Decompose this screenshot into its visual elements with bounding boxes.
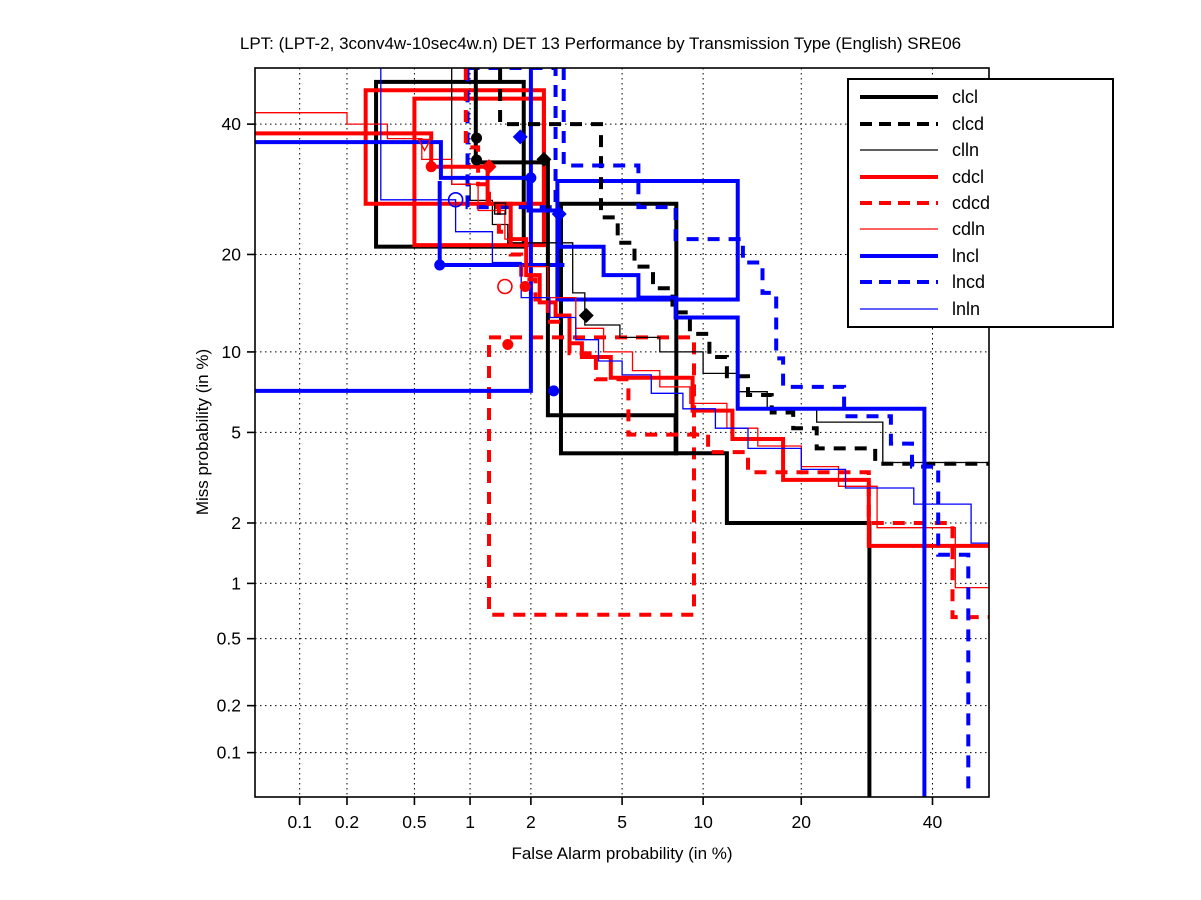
dcf-crosshair — [255, 68, 533, 393]
marker-diamond — [481, 159, 497, 175]
chart-title: LPT: (LPT-2, 3conv4w-10sec4w.n) DET 13 P… — [239, 34, 962, 53]
det-curve-clcd — [498, 68, 989, 466]
tick-marks — [247, 123, 934, 805]
legend-label: cdln — [952, 219, 986, 240]
legend-label: cdcd — [952, 192, 991, 213]
curves-group — [255, 68, 989, 797]
det-curve-lncl — [255, 140, 927, 797]
legend-label: lnln — [952, 298, 981, 319]
svg-text:1: 1 — [465, 812, 475, 832]
legend-item-cdln: cdln — [858, 216, 1112, 242]
svg-text:0.5: 0.5 — [402, 812, 426, 832]
svg-text:10: 10 — [693, 812, 713, 832]
legend-label: clln — [952, 140, 980, 161]
svg-text:0.2: 0.2 — [335, 812, 359, 832]
svg-text:2: 2 — [526, 812, 536, 832]
marker-open-triangle — [417, 138, 432, 152]
svg-text:5: 5 — [231, 422, 241, 442]
legend-line-sample — [858, 87, 940, 107]
legend-item-lncd: lncd — [858, 269, 1112, 295]
svg-text:20: 20 — [222, 244, 242, 264]
dcf-box — [412, 96, 546, 248]
svg-text:5: 5 — [617, 812, 627, 832]
marker-open-circle — [497, 278, 513, 295]
dcf-markers — [417, 129, 594, 397]
det-curve-lnln — [380, 68, 989, 544]
legend-label: lncd — [952, 272, 986, 293]
svg-text:40: 40 — [222, 114, 242, 134]
marker-diamond — [551, 206, 567, 222]
legend-item-clcd: clcd — [858, 111, 1112, 137]
legend-line-sample — [858, 272, 940, 292]
marker-circle — [434, 259, 446, 271]
marker-circle — [471, 154, 483, 166]
det-curve-lncd — [561, 68, 971, 797]
marker-diamond — [578, 307, 594, 323]
legend-line-sample — [858, 246, 940, 266]
legend-item-cdcl: cdcl — [858, 164, 1112, 190]
svg-text:10: 10 — [222, 342, 242, 362]
legend-item-clcl: clcl — [858, 84, 1112, 110]
svg-text:20: 20 — [792, 812, 812, 832]
svg-text:2: 2 — [231, 513, 241, 533]
legend-label: cdcl — [952, 166, 985, 187]
marker-diamond — [536, 151, 552, 167]
legend-line-sample — [858, 114, 940, 134]
legend-label: clcl — [952, 87, 978, 108]
svg-text:0.1: 0.1 — [288, 812, 312, 832]
svg-text:0.1: 0.1 — [217, 743, 241, 763]
x-axis-label: False Alarm probability (in %) — [511, 844, 733, 863]
marker-diamond — [512, 129, 528, 145]
svg-text:40: 40 — [923, 812, 943, 832]
legend-line-sample — [858, 219, 940, 239]
dcf-box — [558, 201, 679, 456]
marker-open-circle — [447, 191, 464, 208]
marker-circle — [525, 172, 537, 184]
legend: clcl clcd clln cdcl cdcd cdln lncl lncd — [847, 78, 1114, 328]
marker-circle — [502, 339, 514, 351]
svg-text:1: 1 — [231, 573, 241, 593]
svg-text:0.5: 0.5 — [217, 629, 241, 649]
y-axis-label: Miss probability (in %) — [193, 348, 212, 516]
tick-labels: 0.1 0.2 0.5 1 2 5 10 20 40 0.1 0.2 0.5 1 2 5 10 20 40 — [217, 114, 943, 832]
legend-item-lncl: lncl — [858, 243, 1112, 269]
det-curve-cdln — [255, 112, 989, 589]
dcf-box — [363, 88, 546, 206]
legend-item-clln: clln — [858, 137, 1112, 163]
legend-line-sample — [858, 140, 940, 160]
legend-label: lncl — [952, 245, 980, 266]
legend-label: clcd — [952, 113, 985, 134]
legend-item-lnln: lnln — [858, 296, 1112, 322]
legend-line-sample — [858, 167, 940, 187]
dcf-box — [487, 335, 696, 617]
legend-line-sample — [858, 193, 940, 213]
svg-text:0.2: 0.2 — [217, 696, 241, 716]
marker-circle — [425, 161, 437, 173]
marker-circle — [548, 385, 560, 397]
marker-circle — [471, 132, 483, 144]
legend-line-sample — [858, 299, 940, 319]
marker-circle — [519, 281, 531, 293]
marker-open-square — [493, 202, 507, 215]
legend-item-cdcd: cdcd — [858, 190, 1112, 216]
